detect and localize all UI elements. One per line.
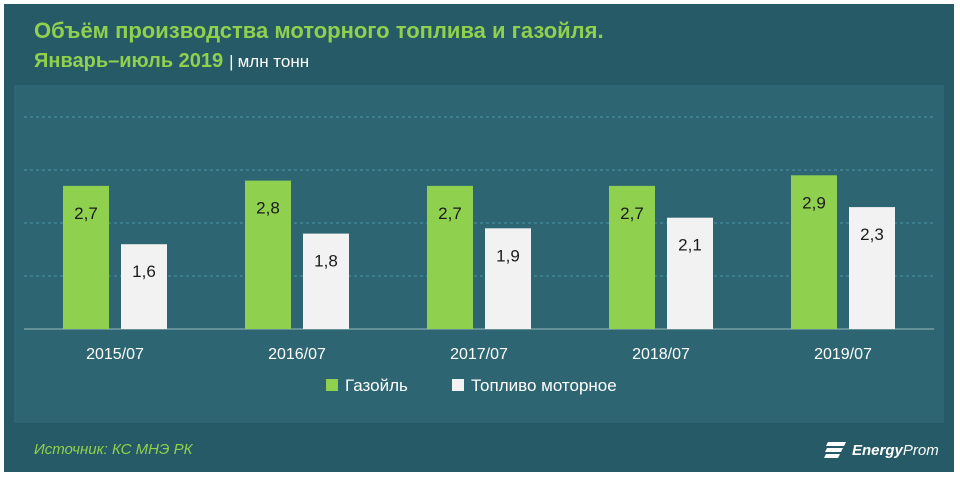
chart-title: Объём производства моторного топлива и г… xyxy=(34,18,604,43)
x-tick-label: 2015/07 xyxy=(86,346,144,363)
data-label: 2,7 xyxy=(438,204,462,223)
x-tick-label: 2018/07 xyxy=(632,346,690,363)
logo-icon xyxy=(824,442,846,458)
source-note: Источник: КС МНЭ РК xyxy=(34,441,193,458)
chart-unit: млн тонн xyxy=(237,52,310,71)
data-label: 2,7 xyxy=(74,204,98,223)
x-tick-label: 2017/07 xyxy=(450,346,508,363)
bar-chart: 2,7 1,6 2015/07 2,8 1,8 2016/07 2,7 1,9 2017/07 2… xyxy=(24,116,934,395)
plot-panel: 2,7 1,6 2015/07 2,8 1,8 2016/07 2,7 1,9 2017/07 2… xyxy=(14,85,944,423)
data-label: 2,7 xyxy=(620,204,644,223)
data-label: 2,1 xyxy=(678,236,702,255)
data-label: 2,3 xyxy=(860,225,884,244)
data-label: 2,8 xyxy=(256,199,280,218)
energyprom-logo: EnergyProm xyxy=(824,437,939,463)
bar-gasoil xyxy=(427,185,473,329)
data-label: 2,9 xyxy=(802,193,826,212)
data-label: 1,8 xyxy=(314,252,338,271)
x-tick-label: 2019/07 xyxy=(814,346,872,363)
logo-text: EnergyProm xyxy=(852,441,939,459)
bar-motor-fuel xyxy=(121,244,167,329)
bar-gasoil xyxy=(791,175,837,329)
bar-gasoil xyxy=(245,180,291,329)
bar-motor-fuel xyxy=(849,207,895,329)
legend-label-motor-fuel: Топливо моторное xyxy=(471,376,617,395)
bar-motor-fuel xyxy=(303,233,349,329)
bar-gasoil xyxy=(609,185,655,329)
chart-subtitle-row: Январь–июль 2019 | млн тонн xyxy=(34,50,309,73)
x-tick-label: 2016/07 xyxy=(268,346,326,363)
bar-motor-fuel xyxy=(485,228,531,329)
data-label: 1,6 xyxy=(132,262,156,281)
chart-subtitle: Январь–июль 2019 xyxy=(34,50,224,72)
legend-label-gasoil: Газойль xyxy=(345,376,408,395)
bar-gasoil xyxy=(63,185,109,329)
legend-swatch-motor-fuel xyxy=(452,379,464,391)
legend-swatch-gasoil xyxy=(326,379,338,391)
chart-card: Объём производства моторного топлива и г… xyxy=(4,4,954,472)
subtitle-separator: | xyxy=(229,52,234,71)
bar-motor-fuel xyxy=(667,217,713,329)
data-label: 1,9 xyxy=(496,246,520,265)
